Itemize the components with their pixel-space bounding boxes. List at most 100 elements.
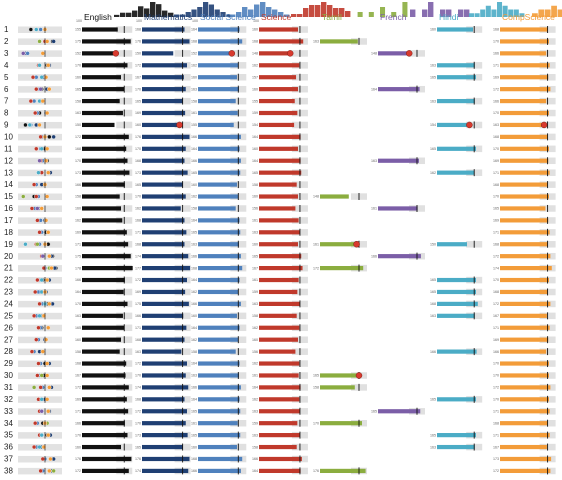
score-bar <box>500 218 549 223</box>
score-value-label: 172 <box>75 469 81 473</box>
histogram-bar <box>368 12 374 17</box>
histogram-bar <box>497 2 503 17</box>
score-bar <box>142 421 186 426</box>
score-value-label: 155 <box>75 28 81 32</box>
score-value-label: 163 <box>430 63 436 67</box>
score-bar <box>500 349 547 354</box>
summary-dot <box>46 409 51 414</box>
histogram-bar <box>458 9 464 17</box>
score-bar <box>142 468 189 474</box>
score-bar <box>82 206 121 211</box>
score-bar <box>437 63 475 68</box>
score-bar <box>500 242 548 247</box>
score-bar <box>142 182 183 187</box>
highlight-dot <box>355 372 363 379</box>
highlight-dot <box>540 121 548 129</box>
score-value-label: 163 <box>371 159 377 163</box>
score-bar <box>198 313 237 318</box>
score-bar <box>378 206 418 211</box>
summary-dot <box>35 242 40 247</box>
summary-dot <box>37 39 42 44</box>
score-bar <box>259 301 300 306</box>
score-bar <box>142 349 182 354</box>
histogram-bar <box>402 2 408 17</box>
summary-dot <box>28 27 34 32</box>
score-value-label: 172 <box>135 63 141 67</box>
histogram-bar <box>321 2 327 17</box>
score-bar <box>259 254 302 259</box>
score-bar <box>198 289 239 295</box>
histogram-bar <box>144 8 150 17</box>
histogram-bar <box>502 5 508 17</box>
score-bar <box>437 146 476 151</box>
score-value-label: 172 <box>493 87 499 91</box>
score-bar <box>142 254 189 259</box>
score-value-label: 170 <box>75 63 81 67</box>
student-row-label: 37 <box>4 455 13 464</box>
score-bar <box>82 385 129 390</box>
score-bar <box>500 361 549 366</box>
score-bar <box>198 158 241 163</box>
score-bar <box>198 254 241 259</box>
score-value-label: 169 <box>135 111 141 115</box>
score-value-label: 169 <box>493 338 499 342</box>
score-bar <box>259 433 300 438</box>
student-row-label: 36 <box>4 443 13 452</box>
score-value-label: 171 <box>493 409 499 413</box>
summary-dot <box>44 373 50 378</box>
score-value-label: 164 <box>252 135 258 139</box>
score-value-label: 168 <box>135 219 141 223</box>
score-bar <box>82 337 121 342</box>
summary-dot <box>31 313 37 319</box>
score-bar <box>198 63 239 68</box>
histogram-bar <box>185 12 191 17</box>
summary-dot <box>34 27 39 32</box>
score-bar <box>259 373 299 378</box>
score-value-label: 166 <box>252 457 258 461</box>
score-value-label: 168 <box>135 398 141 402</box>
summary-dot <box>33 110 38 116</box>
score-value-label: 167 <box>135 75 141 79</box>
score-value-label: 164 <box>191 362 197 366</box>
score-value-label: 164 <box>191 278 197 282</box>
score-bar <box>82 75 121 80</box>
score-value-label: 165 <box>430 433 436 437</box>
score-value-label: 161 <box>313 242 319 246</box>
score-bar <box>142 385 189 390</box>
score-bar <box>437 98 475 104</box>
score-bar <box>500 27 548 32</box>
histogram-bar <box>469 13 475 17</box>
score-bar <box>82 242 129 247</box>
score-bar <box>259 158 301 163</box>
score-value-label: 165 <box>135 99 141 103</box>
score-bar <box>500 170 550 175</box>
score-bar <box>82 158 128 163</box>
score-value-label: 160 <box>430 28 436 32</box>
score-bar <box>198 409 241 414</box>
score-value-label: 160 <box>252 147 258 151</box>
score-value-label: 166 <box>493 99 499 103</box>
score-value-label: 173 <box>135 171 141 175</box>
histogram-bar <box>428 2 434 17</box>
student-row-label: 9 <box>4 121 9 130</box>
score-bar <box>259 468 301 474</box>
score-value-label: 171 <box>135 231 141 235</box>
score-value-label: 163 <box>75 111 81 115</box>
score-bar <box>437 313 475 318</box>
student-row-label: 28 <box>4 347 13 356</box>
summary-dot <box>51 134 56 140</box>
score-value-label: 154 <box>430 123 436 127</box>
summary-dot <box>44 39 50 44</box>
student-row-label: 16 <box>4 204 13 213</box>
score-value-label: 167 <box>252 266 258 270</box>
summary-dot <box>37 63 42 68</box>
score-bar <box>198 385 241 390</box>
score-bar <box>82 325 125 330</box>
score-value-label: 169 <box>135 290 141 294</box>
score-value-label: 168 <box>135 28 141 32</box>
student-row-label: 5 <box>4 73 9 82</box>
score-value-label: 168 <box>493 183 499 187</box>
student-row-label: 4 <box>4 61 9 70</box>
score-value-label: 171 <box>135 326 141 330</box>
score-value-label: 164 <box>191 147 197 151</box>
